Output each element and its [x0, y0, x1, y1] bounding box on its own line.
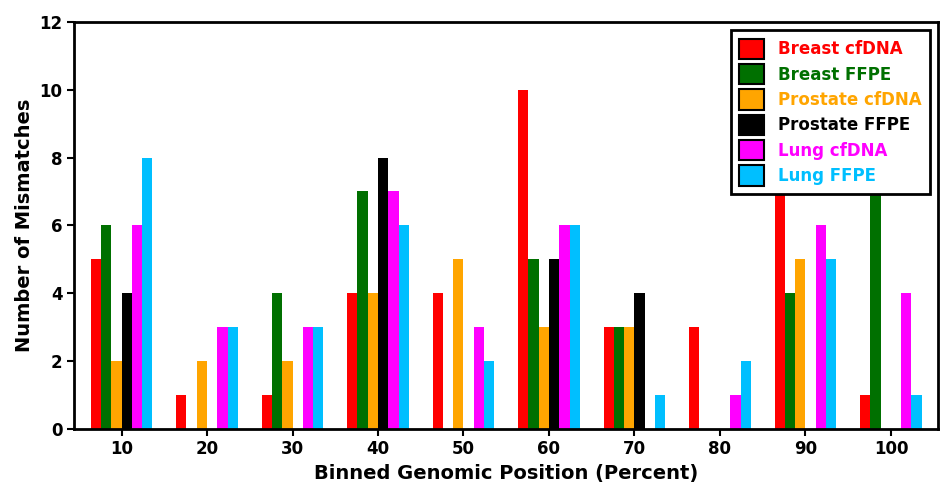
Bar [196, 361, 207, 429]
Bar [910, 395, 921, 429]
Bar [432, 293, 443, 429]
Bar [90, 259, 101, 429]
Bar [613, 327, 624, 429]
Bar [688, 327, 699, 429]
Bar [142, 157, 152, 429]
Bar [548, 259, 559, 429]
Bar [357, 191, 367, 429]
Bar [528, 259, 538, 429]
Bar [740, 361, 750, 429]
Bar [398, 225, 408, 429]
Legend: Breast cfDNA, Breast FFPE, Prostate cfDNA, Prostate FFPE, Lung cfDNA, Lung FFPE: Breast cfDNA, Breast FFPE, Prostate cfDN… [730, 30, 929, 194]
Bar [559, 225, 569, 429]
Bar [860, 395, 869, 429]
X-axis label: Binned Genomic Position (Percent): Binned Genomic Position (Percent) [314, 464, 698, 483]
Bar [569, 225, 579, 429]
Bar [794, 259, 804, 429]
Bar [869, 191, 880, 429]
Bar [347, 293, 357, 429]
Bar [101, 225, 111, 429]
Bar [387, 191, 398, 429]
Bar [378, 157, 387, 429]
Bar [484, 361, 494, 429]
Bar [262, 395, 271, 429]
Bar [367, 293, 378, 429]
Bar [654, 395, 664, 429]
Bar [111, 361, 122, 429]
Bar [624, 327, 634, 429]
Bar [122, 293, 131, 429]
Bar [228, 327, 238, 429]
Bar [473, 327, 484, 429]
Bar [312, 327, 323, 429]
Bar [901, 293, 910, 429]
Bar [453, 259, 463, 429]
Bar [784, 293, 794, 429]
Bar [729, 395, 740, 429]
Bar [634, 293, 645, 429]
Bar [825, 259, 836, 429]
Bar [282, 361, 292, 429]
Bar [131, 225, 142, 429]
Y-axis label: Number of Mismatches: Number of Mismatches [15, 99, 34, 352]
Bar [303, 327, 312, 429]
Bar [176, 395, 187, 429]
Bar [217, 327, 228, 429]
Bar [271, 293, 282, 429]
Bar [518, 90, 528, 429]
Bar [774, 157, 784, 429]
Bar [815, 225, 825, 429]
Bar [538, 327, 548, 429]
Bar [603, 327, 613, 429]
